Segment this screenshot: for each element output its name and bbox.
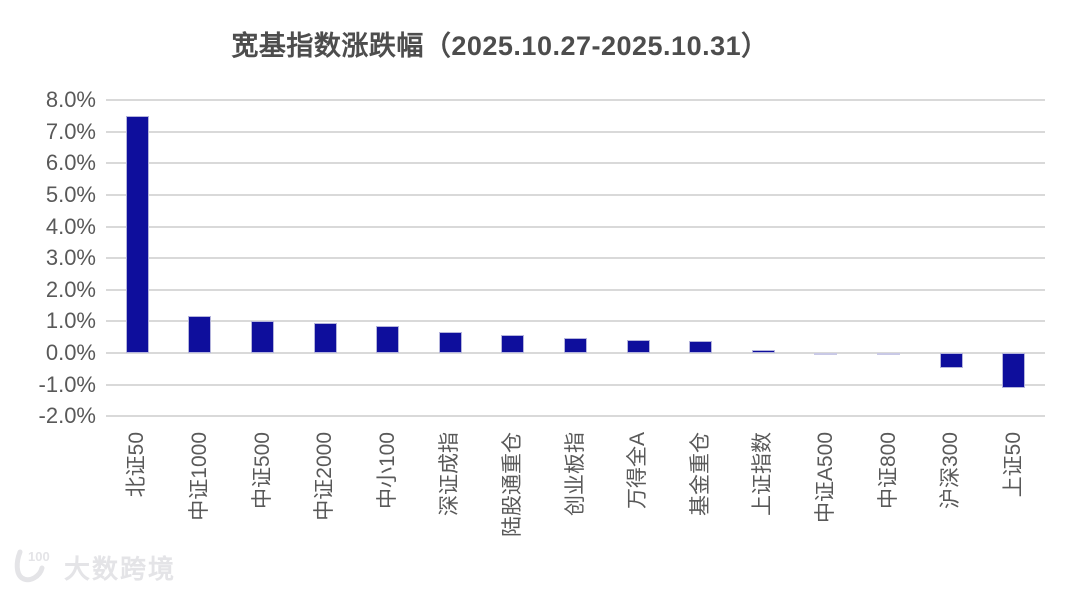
watermark-brand-text: 大数跨境 — [64, 553, 177, 584]
x-axis-label-中证A500: 中证A500 — [813, 432, 837, 524]
y-axis-tick-label: 1.0% — [45, 308, 96, 334]
bar-中证1000[interactable] — [188, 315, 212, 353]
y-axis-tick-label: 0.0% — [45, 340, 96, 365]
bar-陆股通重仓[interactable] — [501, 334, 525, 353]
bar-北证50[interactable] — [125, 116, 149, 353]
bar-中证500[interactable] — [251, 321, 274, 353]
bar-创业板指[interactable] — [564, 337, 587, 353]
watermark-logo-icon: 100 — [14, 549, 50, 583]
gridline--2.0% — [106, 415, 1045, 418]
x-axis-label-沪深300: 沪深300 — [939, 432, 963, 510]
x-axis-label-中小100: 中小100 — [375, 432, 399, 510]
y-axis-tick-label: 7.0% — [45, 118, 96, 144]
x-axis-label-万得全A: 万得全A — [626, 432, 650, 510]
bar-上证50[interactable] — [1002, 353, 1026, 388]
watermark-logo-100: 100 — [28, 549, 50, 564]
bar-中小100[interactable] — [376, 326, 400, 353]
gridline-2.0% — [106, 288, 1045, 291]
y-axis-tick-label: 3.0% — [45, 245, 96, 271]
x-axis-label-创业板指: 创业板指 — [563, 432, 587, 516]
bar-深证成指[interactable] — [438, 331, 462, 353]
bar-中证800[interactable] — [877, 353, 900, 355]
y-axis-tick-label: 5.0% — [45, 182, 96, 207]
y-axis-tick-label: 2.0% — [45, 276, 96, 302]
bar-中证2000[interactable] — [313, 322, 337, 353]
bar-基金重仓[interactable] — [689, 340, 713, 353]
x-axis-label-中证1000: 中证1000 — [187, 432, 211, 521]
bar-上证指数[interactable] — [751, 349, 775, 353]
x-axis-label-中证2000: 中证2000 — [313, 432, 337, 521]
gridline-7.0% — [106, 130, 1045, 133]
gridline-3.0% — [106, 257, 1045, 260]
bar-沪深300[interactable] — [939, 353, 963, 368]
gridline--1.0% — [106, 383, 1045, 386]
y-axis-tick-label: 8.0% — [45, 87, 96, 113]
gridline-4.0% — [106, 225, 1045, 228]
gridline-8.0% — [106, 99, 1045, 102]
gridline-1.0% — [106, 320, 1045, 323]
y-axis-tick-label: -1.0% — [38, 371, 96, 397]
x-axis-label-陆股通重仓: 陆股通重仓 — [500, 432, 524, 537]
x-axis-label-中证500: 中证500 — [250, 432, 274, 510]
gridline-0.0% — [106, 352, 1045, 354]
y-axis-tick-label: 4.0% — [45, 213, 96, 239]
gridline-5.0% — [106, 194, 1045, 196]
bar-万得全A[interactable] — [626, 340, 650, 353]
bar-中证A500[interactable] — [814, 353, 838, 355]
chart-title: 宽基指数涨跌幅（2025.10.27-2025.10.31） — [231, 31, 769, 61]
watermark: 100 大数跨境 — [10, 548, 176, 586]
x-axis-label-深证成指: 深证成指 — [438, 432, 462, 516]
y-axis-tick-label: -2.0% — [38, 403, 96, 429]
x-axis-label-中证800: 中证800 — [876, 432, 900, 510]
x-axis-label-上证指数: 上证指数 — [751, 432, 775, 516]
x-axis-label-基金重仓: 基金重仓 — [688, 432, 712, 516]
gridline-6.0% — [106, 162, 1045, 165]
y-axis-tick-label: 6.0% — [45, 150, 96, 176]
x-axis-label-上证50: 上证50 — [1001, 432, 1025, 498]
